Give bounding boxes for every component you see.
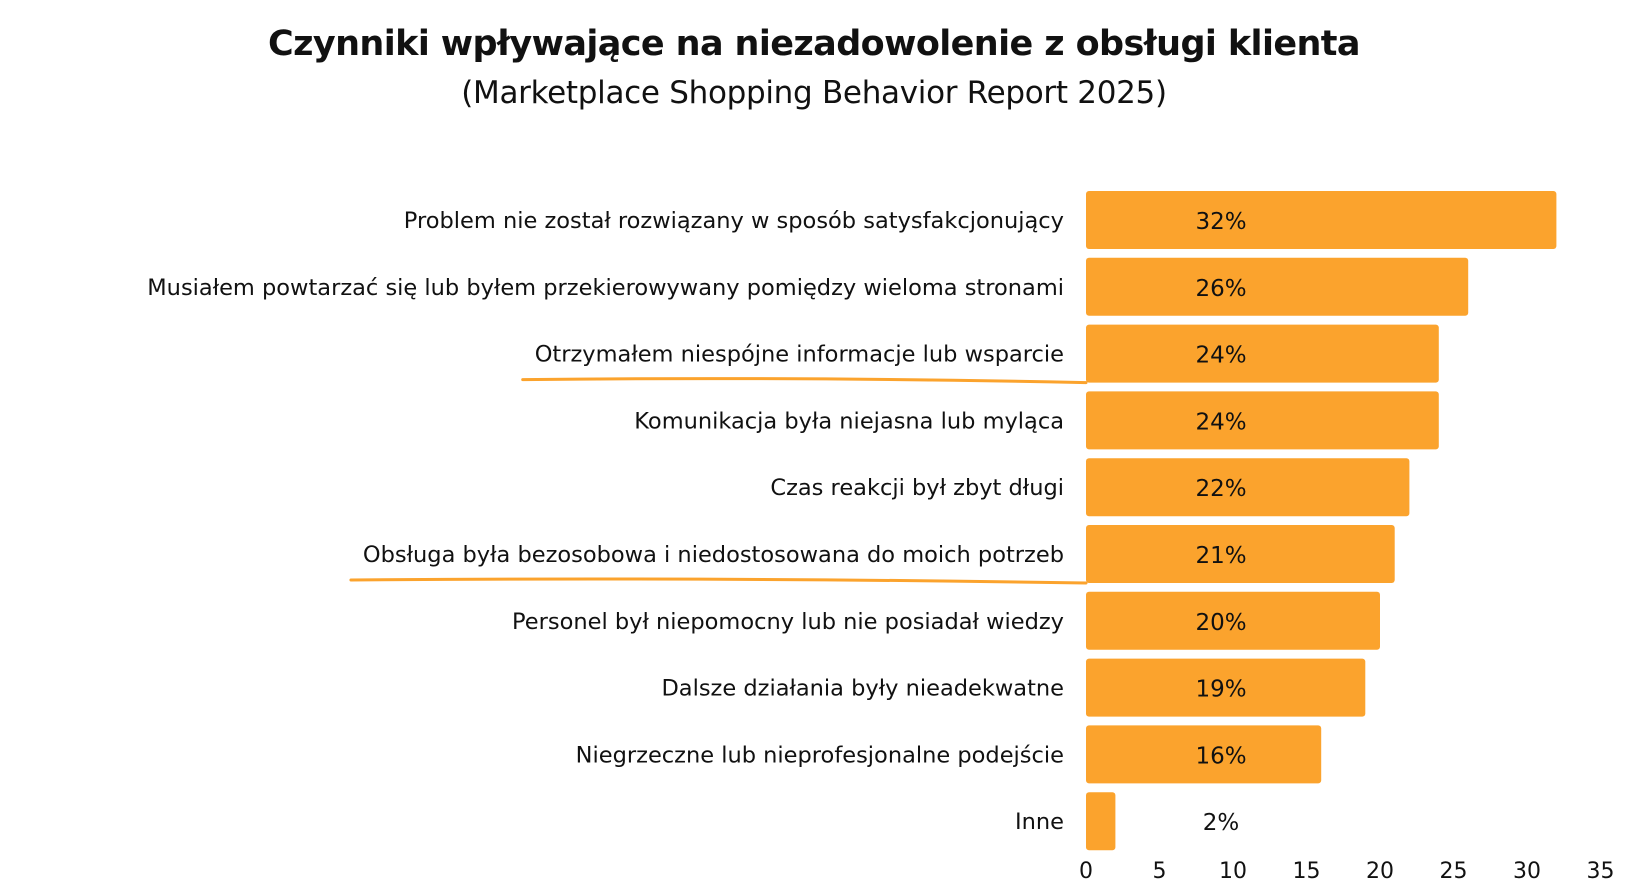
x-tick-label: 30 [1513,859,1541,884]
data-label: 32% [1195,209,1246,235]
x-tick-label: 25 [1440,859,1468,884]
x-axis: 0 5 10 15 20 25 30 35 [1079,859,1615,884]
category-label: Problem nie został rozwiązany w sposób s… [404,208,1064,234]
bar [1086,525,1395,583]
x-tick-label: 35 [1587,859,1615,884]
category-labels: Problem nie został rozwiązany w sposób s… [147,208,1064,835]
highlight-underlines [349,377,1088,585]
category-label: Personel był niepomocny lub nie posiadał… [512,609,1064,635]
category-label: Otrzymałem niespójne informacje lub wspa… [535,342,1064,368]
data-label: 2% [1203,810,1240,836]
data-label: 22% [1195,476,1246,502]
category-label: Obsługa była bezosobowa i niedostosowana… [363,542,1064,568]
data-label: 24% [1195,409,1246,435]
data-label: 16% [1195,743,1246,769]
x-tick-label: 0 [1079,859,1093,884]
bar [1086,257,1469,316]
category-label: Musiałem powtarzać się lub byłem przekie… [147,275,1064,301]
bar [1086,391,1439,450]
category-label: Czas reakcji był zbyt długi [770,475,1064,501]
x-tick-label: 15 [1293,859,1321,884]
data-label: 26% [1195,276,1246,302]
highlight-underline [521,377,1088,385]
bar [1086,458,1410,517]
bar-series [1086,191,1557,851]
category-label: Dalsze działania były nieadekwatne [661,676,1064,702]
bar [1086,191,1557,249]
category-label: Komunikacja była niejasna lub myląca [634,408,1064,434]
category-label: Niegrzeczne lub nieprofesjonalne podejśc… [576,742,1064,768]
x-tick-label: 10 [1219,859,1247,884]
bar [1086,792,1116,851]
data-label: 24% [1195,343,1246,369]
highlight-underline [349,577,1088,585]
bar [1086,591,1380,650]
chart-title: Czynniki wpływające na niezadowolenie z … [268,24,1360,64]
data-label: 20% [1195,610,1246,636]
data-label: 19% [1195,677,1246,703]
bar [1086,725,1322,784]
x-tick-label: 20 [1366,859,1394,884]
bar [1086,324,1439,383]
data-label: 21% [1195,543,1246,569]
bar [1086,658,1366,717]
chart-subtitle: (Marketplace Shopping Behavior Report 20… [461,75,1167,111]
category-label: Inne [1015,809,1064,835]
x-tick-label: 5 [1153,859,1167,884]
value-labels: 32% 26% 24% 24% 22% 21% 20% 19% 16% 2% [1195,209,1246,836]
